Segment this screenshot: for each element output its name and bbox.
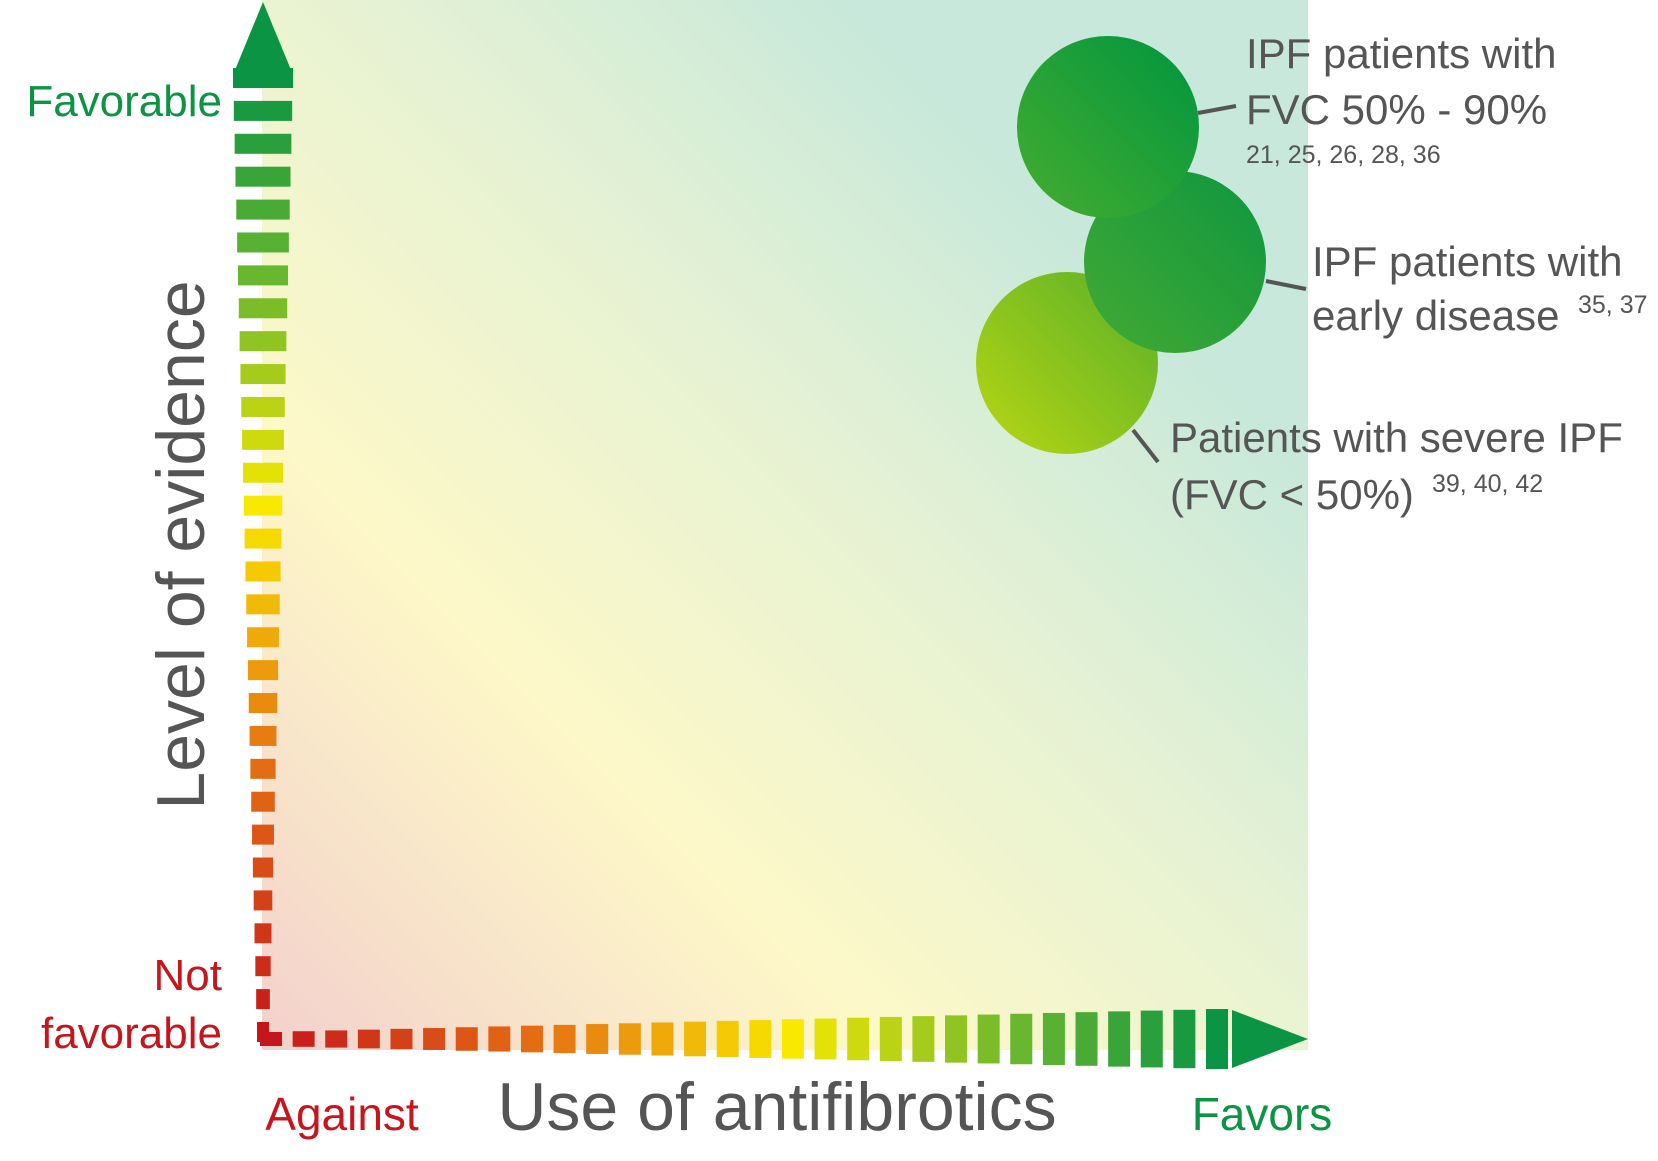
bubble-early-disease: [1084, 171, 1266, 353]
x-axis-dash: [357, 1029, 380, 1049]
y-axis-dash: [247, 660, 279, 681]
y-axis-dash: [235, 166, 291, 187]
y-axis-arrow: [233, 68, 293, 1042]
y-axis-dash: [240, 364, 286, 385]
x-axis-dash: [390, 1028, 413, 1050]
leader-line-early-disease: [1265, 279, 1307, 291]
x-axis-dash: [423, 1028, 446, 1050]
y-axis-dash: [247, 627, 279, 648]
y-axis-dash: [236, 199, 290, 220]
y-axis-dash: [252, 824, 274, 845]
x-axis-dash: [1140, 1010, 1163, 1068]
x-axis-dash: [847, 1017, 870, 1061]
y-axis-dash: [233, 68, 293, 88]
y-axis-dash: [249, 725, 277, 746]
y-axis-dash: [237, 232, 289, 253]
y-axis-dash: [241, 396, 285, 417]
x-axis-dash: [488, 1026, 511, 1052]
x-axis-dash: [618, 1023, 641, 1055]
leader-line-severe-ipf: [1131, 428, 1160, 464]
x-axis-dash: [1042, 1012, 1065, 1066]
group-label-severe-ipf-line1: Patients with severe IPF: [1170, 414, 1623, 461]
y-axis-dash: [238, 298, 288, 319]
y-axis-dash: [254, 923, 272, 944]
y-axis-dash: [255, 956, 271, 977]
y-axis-top-label: Favorable: [26, 77, 222, 126]
x-axis-dash: [977, 1014, 1000, 1064]
x-axis-dash: [814, 1018, 837, 1060]
x-axis-dash: [1173, 1009, 1196, 1069]
group-refs-fvc-50-90: 21, 25, 26, 28, 36: [1246, 141, 1441, 169]
y-axis-dash: [233, 100, 293, 121]
x-axis-right-label: Favors: [1192, 1088, 1333, 1140]
y-axis-dash: [250, 758, 276, 779]
x-axis-dash: [651, 1022, 674, 1056]
x-axis-dash: [260, 1032, 282, 1046]
y-axis-dash: [242, 462, 284, 483]
y-axis-bottom-label-line2: favorable: [41, 1009, 222, 1058]
x-axis-dash: [1010, 1013, 1033, 1065]
x-axis-dash: [292, 1031, 315, 1047]
group-label-early-disease-line1: IPF patients with: [1312, 238, 1622, 285]
y-axis-arrowhead: [235, 2, 291, 70]
x-axis-dash: [879, 1016, 902, 1062]
x-axis-arrow: [260, 1009, 1228, 1069]
x-axis-dash: [1075, 1012, 1098, 1066]
leader-line-fvc-50-90: [1197, 104, 1237, 115]
y-axis-dash: [239, 331, 287, 352]
x-axis-dash: [553, 1024, 576, 1054]
x-axis-dash: [912, 1016, 935, 1062]
x-axis-dash: [1108, 1011, 1131, 1067]
group-label-early-disease-line2: early disease: [1312, 292, 1559, 339]
x-axis-dash: [586, 1024, 609, 1054]
y-axis-dash: [237, 265, 289, 286]
y-axis-dash: [243, 495, 283, 516]
y-axis-bottom-label-line1: Not: [154, 951, 222, 1000]
y-axis-dash: [246, 594, 280, 615]
y-axis-dash: [234, 133, 292, 154]
y-axis-title: Level of evidence: [143, 280, 219, 809]
y-axis-dash: [256, 989, 270, 1010]
y-axis-dash: [245, 561, 281, 582]
group-refs-severe-ipf: 39, 40, 42: [1432, 470, 1543, 498]
x-axis-dash: [325, 1030, 348, 1048]
group-label-severe-ipf-line2: (FVC < 50%): [1170, 471, 1414, 518]
x-axis-arrowhead: [1232, 1010, 1308, 1068]
y-axis-dash: [252, 857, 274, 878]
x-axis-left-label: Against: [265, 1088, 419, 1140]
x-axis-dash: [455, 1027, 478, 1051]
x-axis-dash: [684, 1021, 707, 1057]
x-axis-dash: [945, 1015, 968, 1063]
y-axis-dash: [242, 429, 284, 450]
x-axis-dash: [749, 1020, 772, 1058]
x-axis-dash: [781, 1019, 804, 1059]
x-axis-dash: [716, 1020, 739, 1058]
x-axis-dash: [1206, 1009, 1228, 1069]
group-label-fvc-50-90-line2: FVC 50% - 90%: [1246, 86, 1547, 133]
group-label-fvc-50-90-line1: IPF patients with: [1246, 30, 1556, 77]
y-axis-dash: [244, 528, 282, 549]
bubble-fvc-50-90: [1017, 36, 1199, 218]
group-refs-early-disease: 35, 37: [1578, 291, 1648, 319]
y-axis-dash: [248, 693, 278, 714]
x-axis-title: Use of antifibrotics: [497, 1069, 1056, 1145]
y-axis-dash: [253, 890, 273, 911]
x-axis-dash: [520, 1025, 543, 1053]
y-axis-dash: [251, 791, 275, 812]
